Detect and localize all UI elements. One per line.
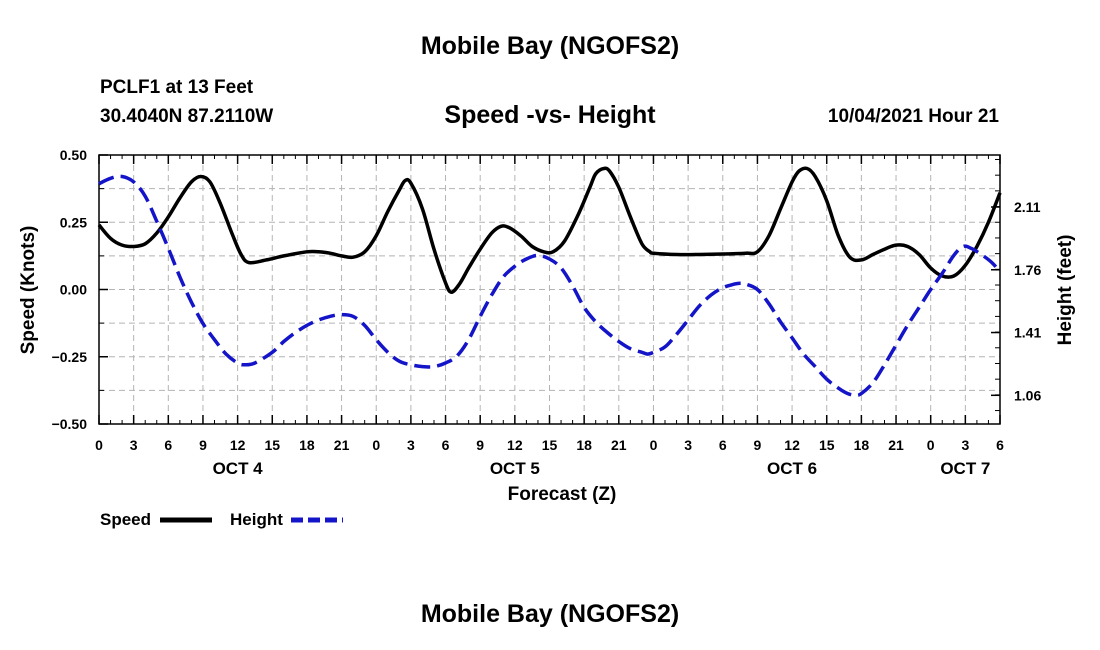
x-tick-label: 6 (719, 437, 727, 453)
legend-speed-label: Speed (100, 510, 151, 529)
x-tick-label: 12 (230, 437, 246, 453)
y2-axis-label: Height (feet) (1055, 235, 1076, 346)
y2-tick-label: 2.11 (1014, 199, 1041, 215)
x-tick-label: 15 (819, 437, 835, 453)
x-tick-label: 0 (372, 437, 380, 453)
x-tick-label: 18 (576, 437, 592, 453)
x-tick-label: 6 (996, 437, 1004, 453)
x-tick-label: 18 (299, 437, 315, 453)
y-tick-label: 0.50 (60, 147, 87, 163)
y-tick-label: 0.25 (60, 214, 87, 230)
x-tick-label: 0 (927, 437, 935, 453)
speed-series-line (97, 166, 1002, 294)
x-tick-label: 9 (754, 437, 762, 453)
plot-frame (98, 154, 1001, 425)
date-label: OCT 7 (940, 459, 990, 478)
x-tick-label: 9 (199, 437, 207, 453)
y-axis-label: Speed (Knots) (18, 226, 39, 355)
x-tick-label: 3 (407, 437, 415, 453)
footer-title: Mobile Bay (NGOFS2) (420, 600, 680, 628)
y2-tick-label: 1.41 (1014, 325, 1041, 341)
legend-height-label: Height (230, 510, 283, 529)
x-tick-label: 3 (961, 437, 969, 453)
x-tick-label: 21 (888, 437, 904, 453)
y2-tick-label: 1.76 (1014, 262, 1041, 278)
x-tick-label: 0 (95, 437, 103, 453)
x-tick-label: 3 (130, 437, 138, 453)
x-tick-label: 21 (334, 437, 350, 453)
grid (99, 155, 1000, 424)
x-tick-label: 18 (854, 437, 870, 453)
x-axis-label: Forecast (Z) (508, 484, 617, 505)
x-tick-label: 21 (611, 437, 627, 453)
legend: Speed Height (100, 510, 343, 529)
date-label: OCT 5 (490, 459, 540, 478)
date-label: OCT 4 (213, 459, 264, 478)
x-tick-label: 15 (264, 437, 280, 453)
tick-labels: 0 3 6 9 12 15 18 21 0 3 6 9 12 15 18 21 0 3 6 9 12 15 18 21 0 3 6O… (52, 147, 1042, 478)
y-tick-label: 0.00 (60, 282, 87, 298)
y-tick-label: −0.25 (52, 349, 88, 365)
chart-title: Mobile Bay (NGOFS2) (420, 32, 680, 60)
y-tick-label: −0.50 (52, 416, 88, 432)
chart-subtitle: Speed -vs- Height (444, 101, 656, 129)
forecast-timestamp: 10/04/2021 Hour 21 (827, 106, 999, 127)
date-label: OCT 6 (767, 459, 817, 478)
series (97, 166, 1002, 398)
x-tick-label: 12 (507, 437, 523, 453)
station-coordinates: 30.4040N 87.2110W (100, 106, 274, 127)
x-tick-label: 15 (542, 437, 558, 453)
x-tick-label: 12 (784, 437, 800, 453)
x-tick-label: 0 (650, 437, 658, 453)
station-label: PCLF1 at 13 Feet (100, 77, 254, 98)
y2-tick-label: 1.06 (1014, 387, 1041, 403)
height-series-line (98, 174, 1002, 398)
x-tick-label: 6 (164, 437, 172, 453)
x-tick-label: 6 (442, 437, 450, 453)
x-tick-label: 3 (684, 437, 692, 453)
x-tick-label: 9 (476, 437, 484, 453)
